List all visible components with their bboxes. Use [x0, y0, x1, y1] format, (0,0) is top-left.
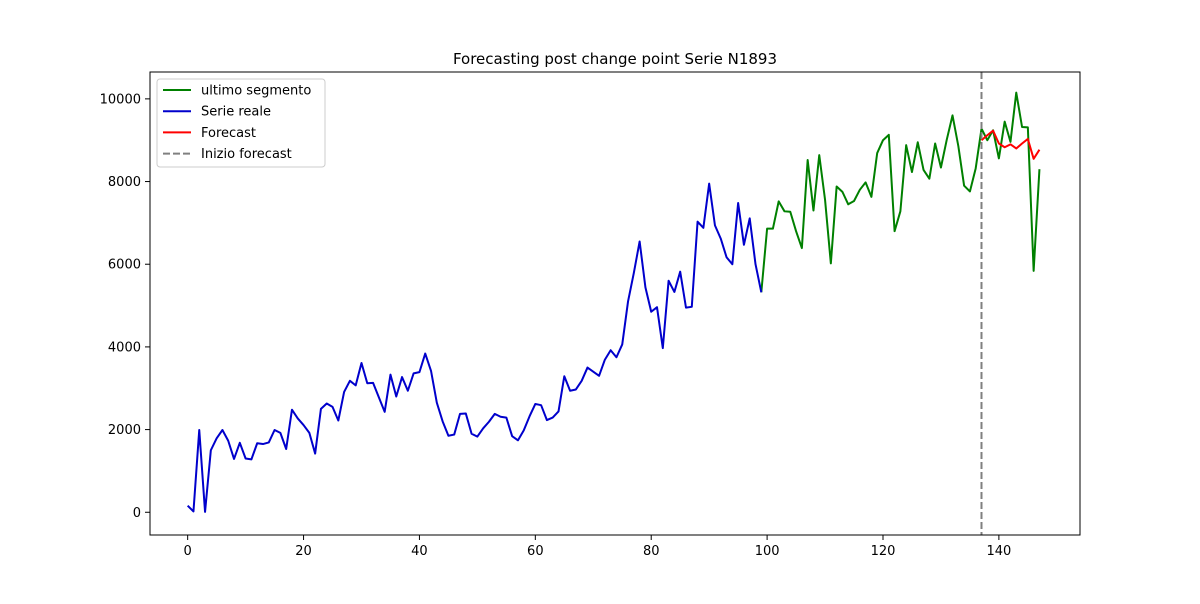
chart-title: Forecasting post change point Serie N189…: [453, 50, 777, 68]
x-tick-label: 140: [986, 544, 1011, 559]
legend-frame: [156, 78, 326, 168]
y-tick-label: 2000: [108, 423, 141, 438]
x-tick-label: 100: [755, 544, 780, 559]
legend-label-inizio-forecast: Inizio forecast: [201, 147, 292, 162]
series-line-forecast: [980, 129, 1041, 160]
x-tick-label: 0: [184, 544, 192, 559]
y-tick-label: 0: [133, 506, 141, 521]
series-group: [186, 72, 1041, 535]
legend-label-forecast: Forecast: [201, 126, 256, 141]
legend-label-ultimo-segmento: ultimo segmento: [201, 84, 311, 99]
x-tick-label: 80: [643, 544, 660, 559]
legend-label-serie-reale: Serie reale: [201, 105, 271, 120]
series-line-serie-reale: [186, 182, 763, 513]
x-tick-label: 20: [295, 544, 312, 559]
legend: ultimo segmento Serie reale Forecast Inizio…: [156, 78, 326, 168]
y-tick-label: 8000: [108, 175, 141, 190]
axes: 0 20 40 60 80 100 120 140 0 2000 4000 6000 8000 10000: [100, 71, 1081, 559]
x-tick-label: 60: [527, 544, 544, 559]
plot-area: [186, 72, 1041, 535]
axes-frame: [149, 71, 1081, 536]
y-tick-label: 10000: [100, 92, 141, 107]
y-tick-label: 6000: [108, 258, 141, 273]
x-tick-label: 120: [871, 544, 896, 559]
x-tick-label: 40: [411, 544, 428, 559]
y-tick-label: 4000: [108, 340, 141, 355]
